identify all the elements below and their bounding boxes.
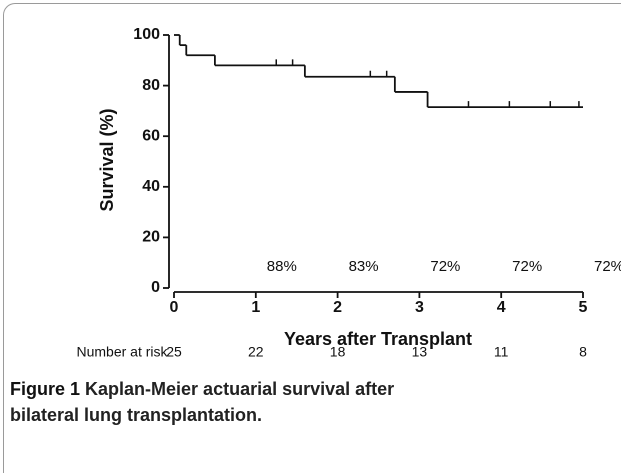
survival-label: 72% [594, 258, 621, 275]
caption: Figure 1 Kaplan-Meier actuarial survival… [10, 376, 430, 428]
survival-label: 83% [349, 258, 379, 275]
x-tick-label: 3 [415, 299, 424, 316]
y-tick-label: 80 [142, 77, 160, 94]
survival-label: 88% [267, 258, 297, 275]
risk-count: 25 [166, 344, 182, 360]
survival-label: 72% [512, 258, 542, 275]
y-tick-label: 40 [142, 178, 160, 195]
risk-count: 13 [412, 344, 428, 360]
x-tick-label: 5 [579, 299, 588, 316]
x-tick-label: 0 [170, 299, 179, 316]
y-tick-label: 0 [151, 279, 160, 296]
y-axis-label: Survival (%) [97, 108, 117, 211]
caption-text: Kaplan-Meier actuarial survival after bi… [10, 379, 395, 425]
risk-count: 8 [579, 344, 587, 360]
page: Survival (%) Years after Transplant Numb… [3, 3, 621, 473]
chart: Survival (%) Years after Transplant Numb… [76, 26, 621, 360]
risk-count: 11 [494, 344, 509, 360]
x-tick-label: 1 [251, 299, 260, 316]
survival-label: 72% [430, 258, 460, 275]
risk-count: 22 [248, 344, 264, 360]
x-tick-label: 4 [497, 299, 506, 316]
figure-frame [3, 3, 621, 473]
y-tick-label: 100 [133, 26, 160, 43]
risk-count: 18 [330, 344, 346, 360]
risk-label: Number at risk [76, 344, 168, 360]
x-axis-label: Years after Transplant [284, 329, 472, 349]
y-tick-label: 60 [142, 127, 160, 144]
figure-number: Figure 1 [10, 379, 81, 399]
y-tick-label: 20 [142, 229, 160, 246]
x-tick-label: 2 [333, 299, 342, 316]
